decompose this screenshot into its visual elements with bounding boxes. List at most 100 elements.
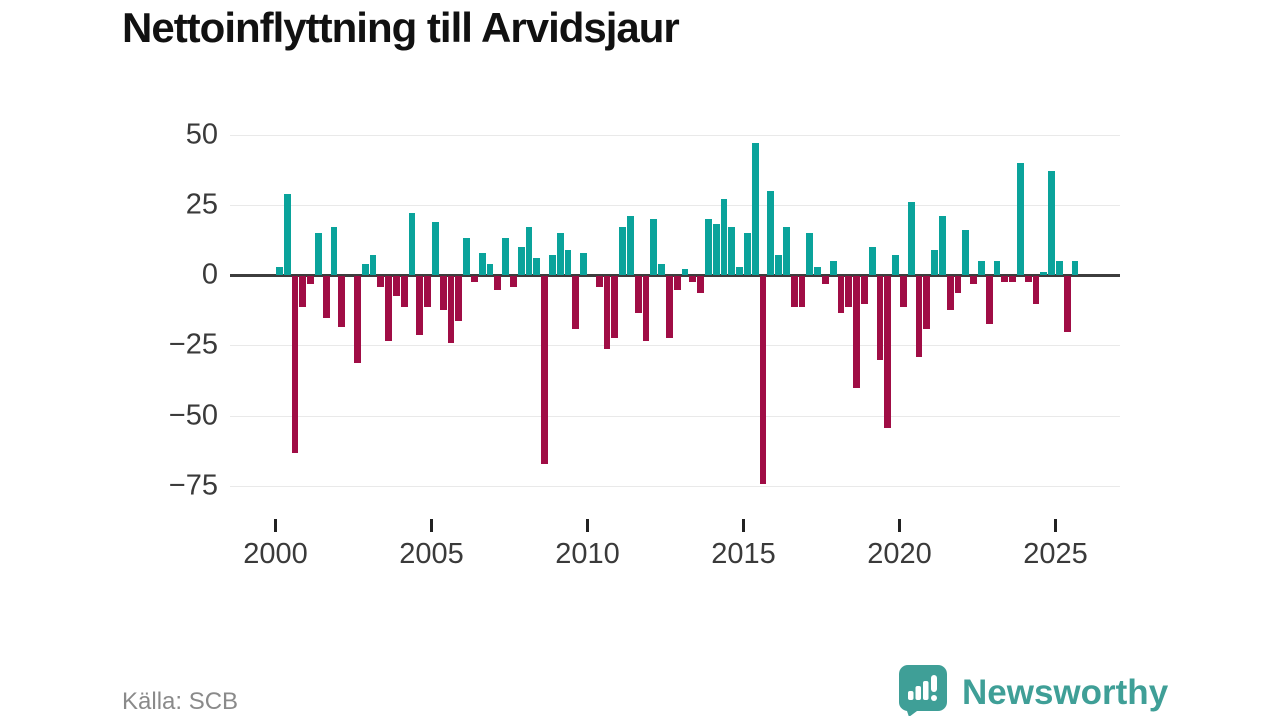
x-axis-tick-label: 2010 <box>555 538 620 570</box>
bar <box>416 276 424 335</box>
x-axis-tick-label: 2005 <box>399 538 464 570</box>
bar <box>751 142 759 275</box>
bar <box>884 276 892 428</box>
bar <box>393 276 400 296</box>
bar <box>1001 276 1009 282</box>
bar <box>478 252 486 275</box>
x-axis-tick <box>274 519 277 532</box>
bar <box>970 276 977 285</box>
x-axis-tick <box>898 519 901 532</box>
bar <box>276 266 283 275</box>
gridline <box>230 345 1120 347</box>
bar <box>666 276 673 338</box>
bar <box>861 276 868 305</box>
x-axis-tick <box>742 519 745 532</box>
bar <box>954 276 962 293</box>
y-axis-tick-label: −50 <box>168 399 218 431</box>
bar <box>1009 276 1016 282</box>
bar <box>892 255 899 275</box>
bar <box>603 276 611 350</box>
bar <box>783 227 790 275</box>
bar <box>447 276 455 344</box>
bar <box>837 276 845 313</box>
bar <box>985 276 993 324</box>
bar <box>385 276 392 341</box>
bar <box>923 276 931 330</box>
x-axis-tick <box>1054 519 1057 532</box>
bar <box>845 276 853 307</box>
bar <box>798 276 806 307</box>
bar <box>775 255 782 275</box>
y-axis-tick-label: −75 <box>168 469 218 502</box>
bar <box>689 276 697 282</box>
bar <box>619 227 626 275</box>
bar <box>767 190 775 275</box>
bar <box>1017 162 1024 275</box>
bar <box>471 276 478 282</box>
brand-name: Newsworthy <box>962 672 1169 712</box>
bar <box>354 276 361 364</box>
y-axis-tick-label: −25 <box>168 328 218 361</box>
bar <box>330 227 338 275</box>
bar <box>580 252 587 275</box>
gridline <box>230 485 1120 487</box>
bar <box>868 246 876 275</box>
bar <box>790 276 798 307</box>
y-axis-tick-label: 25 <box>185 188 218 221</box>
bar <box>1048 171 1055 275</box>
y-axis-tick-label: 50 <box>185 118 218 150</box>
bar <box>322 276 330 319</box>
gridline <box>230 415 1120 417</box>
bar <box>681 269 689 275</box>
chart-title: Nettoinflyttning till Arvidsjaur <box>122 4 680 51</box>
source-attribution: Källa: SCB <box>122 688 239 715</box>
gridline <box>230 204 1120 206</box>
x-axis-tick-label: 2000 <box>243 538 308 570</box>
bar <box>814 266 821 275</box>
bar <box>650 218 658 275</box>
bar <box>299 276 307 307</box>
zero-axis-line <box>230 274 1120 277</box>
bar <box>463 238 470 275</box>
bar <box>822 276 829 285</box>
bar <box>1056 260 1063 275</box>
bar <box>673 276 681 291</box>
brand-footer: Newsworthy <box>898 664 1168 720</box>
bar <box>517 246 525 275</box>
bar <box>572 276 580 330</box>
newsworthy-logo-icon <box>898 664 948 720</box>
x-axis-tick-label: 2020 <box>867 538 932 570</box>
bar <box>369 255 377 275</box>
bar <box>564 249 572 275</box>
bar <box>728 227 736 275</box>
bar <box>736 266 743 275</box>
bar <box>291 276 299 454</box>
bar <box>486 263 494 275</box>
bar <box>1063 276 1071 333</box>
bar <box>931 249 938 275</box>
bar <box>720 199 728 275</box>
bar <box>432 221 439 275</box>
bar <box>525 227 533 275</box>
bar <box>611 276 619 338</box>
bar <box>1024 276 1032 282</box>
bar <box>549 255 556 275</box>
bar <box>315 232 322 275</box>
bar <box>853 276 860 389</box>
bar <box>424 276 431 307</box>
bar <box>900 276 907 307</box>
y-axis-tick-label: 0 <box>201 258 218 291</box>
bar <box>377 276 385 288</box>
bar <box>642 276 650 341</box>
bar <box>993 260 1001 275</box>
bar <box>1040 272 1048 275</box>
bar <box>595 276 603 288</box>
bar <box>494 276 502 291</box>
bar <box>634 276 642 313</box>
bar <box>502 238 509 275</box>
bar <box>829 260 837 275</box>
bar <box>439 276 447 310</box>
bar <box>658 263 665 275</box>
bar <box>533 258 541 275</box>
bar <box>946 276 954 310</box>
